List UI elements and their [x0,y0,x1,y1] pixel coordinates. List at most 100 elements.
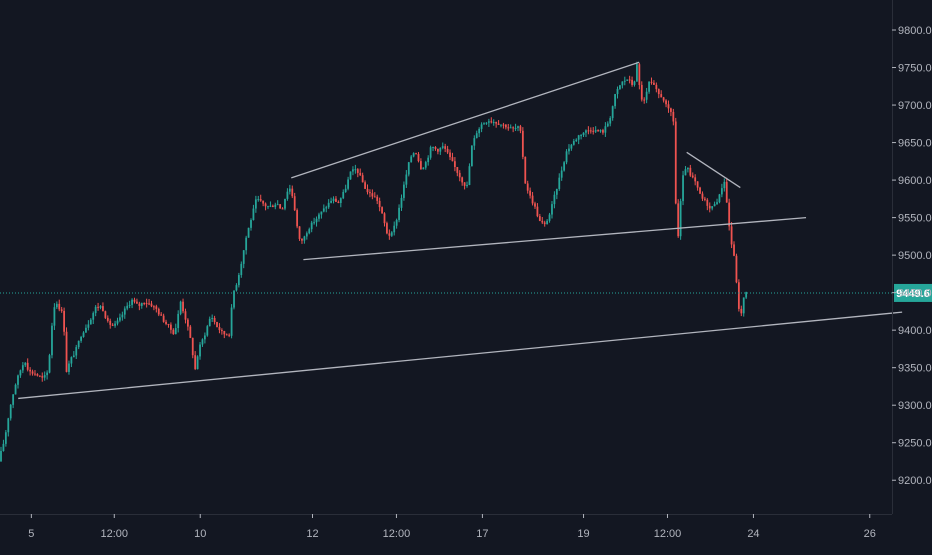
last-price-layer: 9449.6 [0,283,932,302]
candle-body [332,198,335,201]
candle-body [97,306,99,308]
candle-body [179,301,182,314]
candle-body [694,177,697,182]
candle-body [388,233,391,236]
candle-body [269,205,272,207]
candle-body [456,167,459,173]
candle-body [424,162,427,168]
candle-body [619,85,621,89]
candle-body [240,263,243,276]
candle-body [327,202,330,208]
candle-body [116,320,119,324]
candle-body [77,340,80,348]
candle-body [604,126,607,133]
candle-body [667,104,670,109]
candle-body [514,127,517,129]
candle-body [636,64,638,82]
candle-body [305,233,308,237]
y-tick-label: 9500.0 [898,250,932,262]
candle-body [102,306,104,312]
candle-body [546,220,549,225]
candle-body [119,317,121,321]
candle-body [420,161,422,170]
candle-body [288,188,291,192]
candle-body [228,334,231,336]
candle-body [563,162,566,171]
trendline-lower-support[interactable] [18,311,903,400]
candle-body [247,227,250,238]
trendline-channel-upper[interactable] [291,61,640,179]
candles-layer [0,61,748,462]
candle-body [580,135,583,137]
candle-body [165,321,167,324]
candle-body [458,172,461,178]
candle-body [536,206,539,217]
candle-body [284,198,286,209]
candle-body [512,127,515,129]
candle-body [206,326,209,336]
candle-body [432,147,434,149]
candle-body [475,133,478,139]
candle-body [677,203,680,237]
candle-body [162,315,165,322]
trendline-channel-lower[interactable] [303,216,807,261]
candle-body [4,432,7,444]
x-tick-label: 10 [194,528,206,540]
candle-body [320,211,323,215]
candle-body [89,319,92,325]
candle-body [245,237,248,251]
candle-body [43,375,46,378]
candle-body [286,191,289,199]
candle-body [568,148,570,152]
candle-body [194,355,197,370]
candle-body [682,175,684,202]
last-price-label: 9449.6 [896,288,930,300]
candle-body [160,314,163,316]
candle-body [80,336,82,341]
candle-body [662,97,665,101]
candle-body [191,337,194,356]
candle-body [279,204,282,209]
candle-body [36,374,39,376]
time-axis[interactable]: 5 12:00 10 12 12:00 17 19 12:00 24 26 [0,514,892,540]
candle-body [14,384,17,395]
candle-body [12,394,15,405]
x-tick-label: 19 [577,528,589,540]
candle-body [713,204,716,207]
candle-body [220,330,223,332]
candle-body [643,99,646,101]
candle-body [687,167,689,170]
candle-body [376,196,379,201]
candle-body [672,111,675,122]
candle-body [453,161,456,168]
candle-body [199,344,201,357]
candle-body [369,192,371,194]
candle-body [415,153,417,155]
candle-body [582,132,585,136]
candle-body [657,89,660,95]
price-axis[interactable]: 9200.0 9250.0 9300.0 9350.0 9400.0 9450.0 9500… [892,0,932,514]
candle-body [53,307,56,326]
candle-body [451,157,454,162]
candle-body [29,369,32,372]
candle-body [383,213,386,224]
trendline-descending-resistance[interactable] [686,151,741,189]
candle-body [138,303,141,306]
candle-body [422,167,425,170]
candle-body [551,204,553,215]
candle-body [577,135,580,140]
candle-body [106,317,109,321]
candle-body [318,214,320,219]
candle-body [65,331,68,372]
candle-body [46,372,49,376]
candle-body [614,94,616,107]
candle-body [742,297,745,314]
candle-body [189,326,192,338]
candle-body [441,146,444,148]
candle-body [706,199,709,206]
candle-body [410,156,413,163]
candle-body [174,328,177,335]
candle-body [109,320,112,325]
